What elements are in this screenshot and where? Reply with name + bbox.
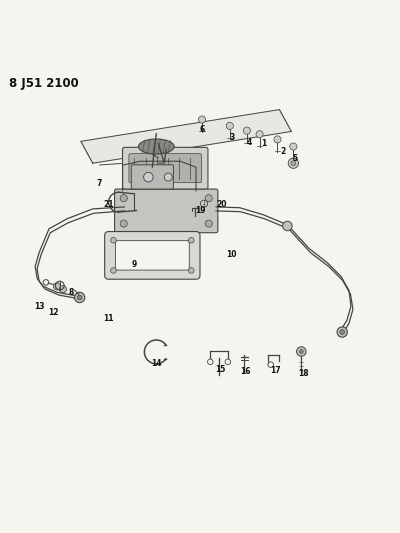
Circle shape xyxy=(205,220,212,227)
Polygon shape xyxy=(81,110,291,163)
FancyBboxPatch shape xyxy=(114,189,218,233)
Circle shape xyxy=(120,195,127,202)
FancyBboxPatch shape xyxy=(105,231,200,279)
Circle shape xyxy=(299,350,303,353)
Text: 11: 11 xyxy=(103,313,114,322)
Text: 1: 1 xyxy=(261,139,266,148)
Circle shape xyxy=(205,195,212,202)
Circle shape xyxy=(164,173,172,181)
Circle shape xyxy=(77,295,82,300)
Circle shape xyxy=(54,283,60,290)
Circle shape xyxy=(188,268,194,273)
Text: 4: 4 xyxy=(247,138,252,147)
Text: 9: 9 xyxy=(132,260,137,269)
Circle shape xyxy=(296,347,306,356)
Ellipse shape xyxy=(138,139,174,154)
Circle shape xyxy=(200,200,208,207)
Text: 21: 21 xyxy=(103,200,114,209)
Circle shape xyxy=(274,136,281,143)
Circle shape xyxy=(120,220,127,227)
Text: 15: 15 xyxy=(215,365,225,374)
Circle shape xyxy=(225,359,230,365)
Text: 8: 8 xyxy=(68,288,74,297)
Text: 7: 7 xyxy=(96,179,101,188)
Text: 2: 2 xyxy=(281,147,286,156)
Circle shape xyxy=(256,131,263,138)
FancyBboxPatch shape xyxy=(131,165,173,189)
Text: 5: 5 xyxy=(293,154,298,163)
Text: 16: 16 xyxy=(240,367,251,376)
Circle shape xyxy=(291,161,296,166)
Circle shape xyxy=(144,172,153,182)
Text: 20: 20 xyxy=(216,200,227,209)
Circle shape xyxy=(59,286,66,293)
Circle shape xyxy=(337,327,347,337)
Circle shape xyxy=(243,127,250,134)
Text: 6: 6 xyxy=(199,125,205,134)
FancyBboxPatch shape xyxy=(122,147,208,189)
Text: 14: 14 xyxy=(151,359,162,368)
Circle shape xyxy=(290,143,297,150)
Circle shape xyxy=(188,238,194,243)
Circle shape xyxy=(288,158,298,168)
Text: 17: 17 xyxy=(270,366,281,375)
Text: 3: 3 xyxy=(229,133,234,142)
Text: 18: 18 xyxy=(298,369,308,378)
Circle shape xyxy=(208,359,213,365)
Circle shape xyxy=(111,268,116,273)
Text: 19: 19 xyxy=(195,206,205,215)
Circle shape xyxy=(283,221,292,231)
Circle shape xyxy=(340,329,344,334)
Circle shape xyxy=(198,116,206,123)
Circle shape xyxy=(74,292,85,303)
Circle shape xyxy=(226,122,233,130)
Text: 13: 13 xyxy=(34,302,44,311)
Text: 10: 10 xyxy=(226,250,237,259)
Circle shape xyxy=(268,362,274,367)
FancyBboxPatch shape xyxy=(129,154,202,183)
Circle shape xyxy=(111,238,116,243)
FancyBboxPatch shape xyxy=(115,241,189,270)
Text: 8 J51 2100: 8 J51 2100 xyxy=(9,77,79,90)
Text: 12: 12 xyxy=(48,308,58,317)
